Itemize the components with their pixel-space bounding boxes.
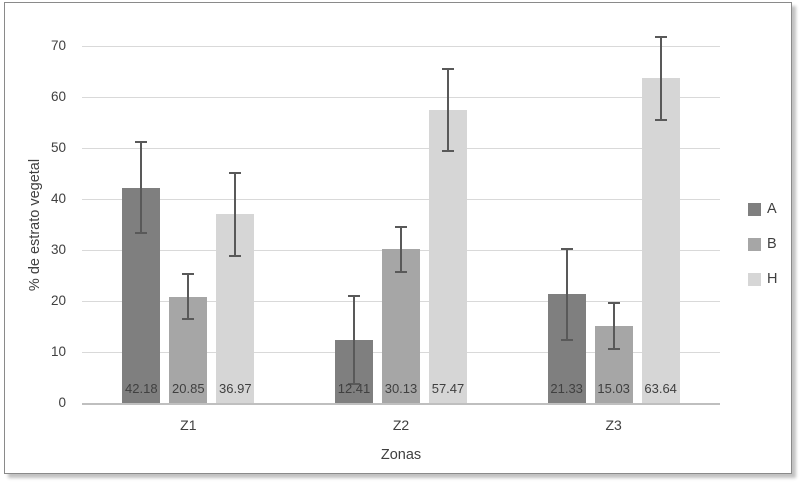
error-bar xyxy=(400,226,402,272)
legend-item-H: H xyxy=(748,271,777,287)
gridline xyxy=(82,97,720,98)
error-bar xyxy=(659,37,662,120)
bar-H-Z2 xyxy=(429,109,467,403)
y-tick-label: 70 xyxy=(50,38,66,53)
x-axis-line xyxy=(82,403,720,405)
bar-B-Z2 xyxy=(382,249,420,403)
error-bar-cap xyxy=(182,318,195,321)
error-bar-cap xyxy=(182,273,195,276)
y-tick-label: 50 xyxy=(50,140,66,155)
y-tick-label: 30 xyxy=(50,242,66,257)
error-bar xyxy=(612,303,615,350)
error-bar xyxy=(447,69,449,151)
legend-label: B xyxy=(767,236,777,252)
legend-label: A xyxy=(767,201,777,217)
data-label: 63.64 xyxy=(644,381,677,396)
legend-item-B: B xyxy=(748,236,777,252)
error-bar-cap xyxy=(229,171,242,174)
gridline xyxy=(82,46,720,47)
error-bar-cap xyxy=(607,348,620,351)
data-label: 36.97 xyxy=(219,381,252,396)
bar-H-Z3 xyxy=(641,78,680,403)
legend-label: H xyxy=(767,271,778,287)
gridline xyxy=(82,199,720,200)
data-label: 20.85 xyxy=(172,381,205,396)
y-tick-label: 0 xyxy=(58,395,66,410)
y-tick-label: 40 xyxy=(50,191,66,206)
y-tick-label: 10 xyxy=(50,344,66,359)
category-label-Z3: Z3 xyxy=(605,417,622,433)
error-bar-cap xyxy=(135,232,148,235)
data-label: 15.03 xyxy=(597,381,630,396)
error-bar xyxy=(140,142,143,234)
data-label: 30.13 xyxy=(384,381,418,396)
error-bar-cap xyxy=(654,36,667,39)
error-bar-cap xyxy=(560,247,573,250)
error-bar-cap xyxy=(348,294,360,297)
y-axis-title: % de estrato vegetal xyxy=(27,158,43,291)
gridline xyxy=(82,148,720,149)
data-label: 57.47 xyxy=(431,381,465,396)
error-bar xyxy=(234,172,237,257)
legend-swatch-icon xyxy=(748,202,761,216)
error-bar-cap xyxy=(395,225,407,228)
category-label-Z2: Z2 xyxy=(392,417,410,433)
error-bar xyxy=(187,274,190,320)
chart-card: 0 10 20 30 40 50 60 70 42.18 20.85 36.97 Z1 12.41 30.… xyxy=(4,2,792,474)
data-label: 21.33 xyxy=(550,381,583,396)
y-tick-label: 60 xyxy=(50,89,66,104)
legend-item-A: A xyxy=(748,201,777,217)
error-bar-cap xyxy=(229,255,242,258)
error-bar-cap xyxy=(607,302,620,305)
x-axis-title: Zonas xyxy=(380,447,422,463)
error-bar xyxy=(353,295,355,384)
category-label-Z1: Z1 xyxy=(180,417,197,433)
data-label: 12.41 xyxy=(337,381,371,396)
legend-swatch-icon xyxy=(748,272,761,286)
error-bar-cap xyxy=(442,68,454,71)
plot-area: 0 10 20 30 40 50 60 70 42.18 20.85 36.97 Z1 12.41 30.… xyxy=(5,3,791,473)
error-bar xyxy=(565,248,568,340)
error-bar-cap xyxy=(395,270,407,273)
legend-swatch-icon xyxy=(748,237,761,251)
error-bar-cap xyxy=(654,118,667,121)
y-tick-label: 20 xyxy=(50,293,66,308)
error-bar-cap xyxy=(135,141,148,144)
data-label: 42.18 xyxy=(125,381,158,396)
error-bar-cap xyxy=(348,382,360,385)
error-bar-cap xyxy=(560,338,573,341)
error-bar-cap xyxy=(442,149,454,152)
